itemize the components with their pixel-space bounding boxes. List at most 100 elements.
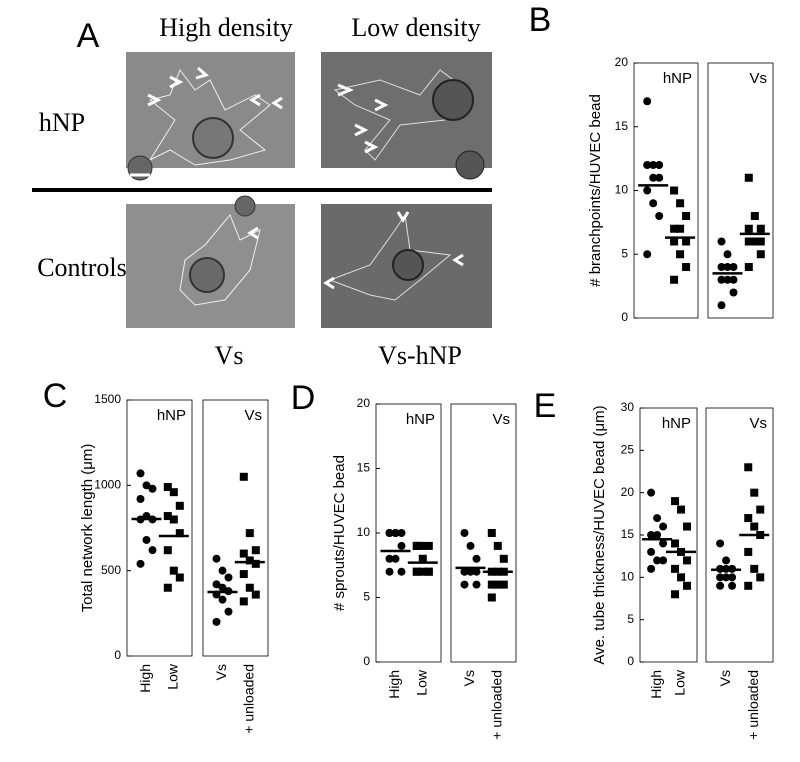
data-point [729,288,738,297]
data-point [682,212,691,220]
data-point [676,250,685,259]
data-point [670,186,679,195]
data-point [649,161,658,169]
x-tick-label: Low [414,669,430,696]
facet-label: Vs [244,407,262,424]
data-point [163,483,172,492]
y-axis-label: Ave. tube thickness/HUVEC bead (μm) [591,405,608,664]
micrograph [321,204,492,328]
data-point [245,556,254,565]
data-point [218,583,227,592]
data-point [647,564,656,573]
data-point [460,567,469,576]
data-point [744,237,753,246]
footer-label: Vs [215,341,244,370]
data-point [424,541,433,550]
data-point [716,539,725,548]
y-tick-label: 0 [114,648,121,662]
data-point [643,161,652,169]
facet-box [126,399,193,657]
x-tick-label: Vs [717,670,733,686]
data-point [418,567,427,576]
data-point [744,224,753,233]
data-point [653,531,662,539]
data-point [224,573,233,582]
facet-box [450,403,517,663]
data-point [653,514,662,523]
facet-label: hNP [157,407,186,424]
data-point [245,583,254,592]
data-point [466,567,475,576]
data-point [493,541,502,550]
data-point [744,463,753,472]
panel-label: A [77,17,100,55]
y-tick-label: 15 [615,119,629,133]
data-point [716,581,725,590]
data-point [218,595,227,604]
data-point [744,581,753,590]
data-point [224,607,233,616]
data-point [647,531,656,539]
data-point [487,580,496,589]
data-point [499,580,508,589]
data-point [723,250,732,259]
data-point [671,497,680,506]
footer-label: Vs-hNP [378,341,462,370]
data-point [682,263,691,271]
data-point [647,547,656,556]
data-point [251,546,260,555]
data-point [424,567,433,576]
data-point [163,583,172,592]
facet-box [202,399,269,657]
data-point [716,573,725,582]
data-point [212,617,221,626]
data-point [493,580,502,589]
data-point [659,522,668,531]
data-point [744,263,753,271]
y-tick-label: 5 [627,612,634,626]
data-point [472,554,481,563]
row-label: Controls [37,253,127,282]
micrograph [321,52,492,180]
data-point [169,515,178,524]
data-point [729,275,738,284]
facet-box [633,62,699,319]
data-point [643,97,652,106]
x-tick-label: High [648,670,664,699]
data-point [756,250,765,259]
data-point [163,546,172,555]
y-tick-label: 1500 [94,392,121,406]
data-point [750,488,759,497]
data-point [670,237,679,246]
y-tick-label: 15 [621,527,635,541]
y-axis-label: Total network length (μm) [79,444,96,613]
data-point [659,556,668,565]
data-point [756,573,765,582]
data-point [677,573,686,582]
data-point [169,566,178,575]
data-point [744,547,753,556]
data-point [487,529,496,537]
data-point [643,250,652,259]
data-point [683,556,692,565]
data-point [385,567,394,576]
data-point [756,224,765,233]
data-point [649,199,658,208]
data-point [744,514,753,523]
x-tick-label: Low [672,669,688,696]
panel-a: A High density Low density hNP Controls … [32,13,492,370]
row-label: hNP [39,108,85,137]
facet-label: Vs [749,70,767,87]
data-point [683,581,692,590]
y-tick-label: 0 [363,654,370,668]
panel-label: E [534,387,557,425]
data-point [717,301,726,310]
facet-label: hNP [662,415,691,432]
data-point [750,237,759,246]
data-point [499,554,508,563]
y-tick-label: 500 [101,563,121,577]
data-point [418,541,427,550]
data-point [212,580,221,589]
x-tick-label: + unloaded [489,670,505,740]
y-tick-label: 20 [357,396,371,410]
